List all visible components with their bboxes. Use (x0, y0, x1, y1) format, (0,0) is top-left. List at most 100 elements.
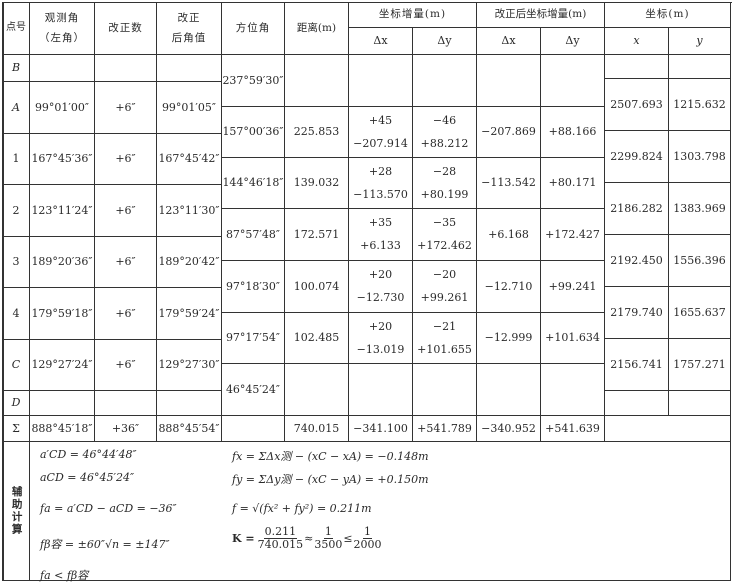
dx-cell: +35 +6.133 (349, 209, 413, 261)
aux-formula: fa = a′CD − aCD = −36″ (40, 502, 177, 515)
azimuth: 46°45′24″ (222, 364, 285, 416)
dx-correction: +28 (368, 164, 393, 178)
dx-value: −207.914 (353, 136, 408, 150)
sum-coordinates (605, 416, 731, 442)
observed-angle: 99°01′00″ (30, 82, 95, 134)
coord-y: 1655.637 (669, 287, 731, 339)
dy-cell (413, 55, 477, 107)
sum-correction: +36″ (95, 416, 157, 442)
numerator: 1 (363, 525, 373, 539)
dy-value: +101.655 (417, 342, 472, 356)
angle-correction: +6″ (95, 82, 157, 134)
observed-angle: 129°27′24″ (30, 340, 95, 391)
relative-error-formula: K = 0.211 740.015 ≈ 1 3500 ≤ 1 2000 (232, 526, 383, 550)
corrected-dx (477, 55, 541, 107)
corrected-dx (477, 364, 541, 416)
corrected-angle: 99°01′05″ (157, 82, 222, 134)
dy-cell: −46 +88.212 (413, 107, 477, 158)
azimuth: 157°00′36″ (222, 107, 285, 158)
point-name: 3 (3, 237, 30, 288)
dx-correction: +45 (368, 113, 393, 127)
header-x: x (605, 28, 669, 55)
dx-cell: +20 −12.730 (349, 261, 413, 313)
coord-x: 2192.450 (605, 235, 669, 287)
corrected-dy: +172.427 (541, 209, 605, 261)
coord-y: 1303.798 (669, 131, 731, 183)
denominator: 2000 (353, 537, 382, 551)
dy-cell: −35 +172.462 (413, 209, 477, 261)
header-coordinates: 坐标(m) (605, 3, 731, 28)
corrected-dx: −207.869 (477, 107, 541, 158)
corrected-dy: +99.241 (541, 261, 605, 313)
header-correction: 改正数 (95, 3, 157, 55)
dy-value: +172.462 (417, 239, 472, 253)
aux-label-cell: 辅助计算 (3, 442, 30, 581)
distance: 100.074 (285, 261, 349, 313)
distance: 225.853 (285, 107, 349, 158)
coord-x: 2299.824 (605, 131, 669, 183)
sum-dx: −341.100 (349, 416, 413, 442)
azimuth: 97°18′30″ (222, 261, 285, 313)
azimuth: 237°59′30″ (222, 55, 285, 107)
header-dx: Δx (349, 28, 413, 55)
angle-correction (95, 391, 157, 416)
numerator: 1 (323, 525, 333, 539)
corrected-angle: 123°11′30″ (157, 185, 222, 237)
sum-corrected-dy: +541.639 (541, 416, 605, 442)
header-corrected-angle-sub: 后角值 (171, 31, 207, 44)
observed-angle: 189°20′36″ (30, 237, 95, 288)
distance (285, 55, 349, 107)
angle-correction: +6″ (95, 134, 157, 185)
aux-label: 辅助计算 (10, 486, 23, 536)
dy-value: +99.261 (420, 291, 469, 305)
corrected-angle (157, 391, 222, 416)
header-corrected-angle-label: 改正 (177, 12, 201, 25)
header-observed-angle: 观测角 （左角） (30, 3, 95, 55)
distance: 139.032 (285, 158, 349, 209)
header-observed-angle-label: 观测角 (44, 12, 80, 25)
coord-x: 2179.740 (605, 287, 669, 339)
header-corrected-angle: 改正 后角值 (157, 3, 222, 55)
fraction: 1 3500 (314, 526, 342, 550)
coord-y (669, 55, 731, 79)
dy-cell: −28 +80.199 (413, 158, 477, 209)
dy-value: +88.212 (420, 136, 469, 150)
dy-correction: −35 (432, 215, 457, 229)
corrected-dy: +88.166 (541, 107, 605, 158)
coord-y: 1215.632 (669, 79, 731, 131)
dx-correction: +35 (368, 215, 393, 229)
approx-sign: ≈ (304, 531, 314, 545)
aux-formula: fβ容 = ±60″√n = ±147″ (40, 538, 170, 551)
coord-x (605, 55, 669, 79)
le-sign: ≤ (343, 531, 353, 545)
k-prefix: K = (232, 531, 255, 545)
dx-value: −13.019 (356, 342, 405, 356)
corrected-angle: 179°59′24″ (157, 288, 222, 340)
coord-x: 2186.282 (605, 183, 669, 235)
observed-angle (30, 391, 95, 416)
dy-value: +80.199 (420, 187, 469, 201)
angle-correction: +6″ (95, 288, 157, 340)
denominator: 3500 (314, 537, 343, 551)
point-name: 2 (3, 185, 30, 237)
angle-correction: +6″ (95, 185, 157, 237)
distance: 102.485 (285, 313, 349, 364)
corrected-angle: 167°45′42″ (157, 134, 222, 185)
sum-corrected-dx: −340.952 (477, 416, 541, 442)
corrected-dy (541, 55, 605, 107)
header-corrected-dy: Δy (541, 28, 605, 55)
distance (285, 364, 349, 416)
observed-angle (30, 55, 95, 82)
dx-correction: +20 (368, 319, 393, 333)
observed-angle: 123°11′24″ (30, 185, 95, 237)
dx-cell: +20 −13.019 (349, 313, 413, 364)
aux-formula: a′CD = 46°44′48″ (40, 448, 137, 461)
dx-cell: +28 −113.570 (349, 158, 413, 209)
coord-y: 1757.271 (669, 339, 731, 391)
dy-cell: −21 +101.655 (413, 313, 477, 364)
header-y: y (669, 28, 731, 55)
angle-correction: +6″ (95, 237, 157, 288)
point-name: D (3, 391, 30, 416)
header-corrected-increment: 改正后坐标增量(m) (477, 3, 605, 28)
